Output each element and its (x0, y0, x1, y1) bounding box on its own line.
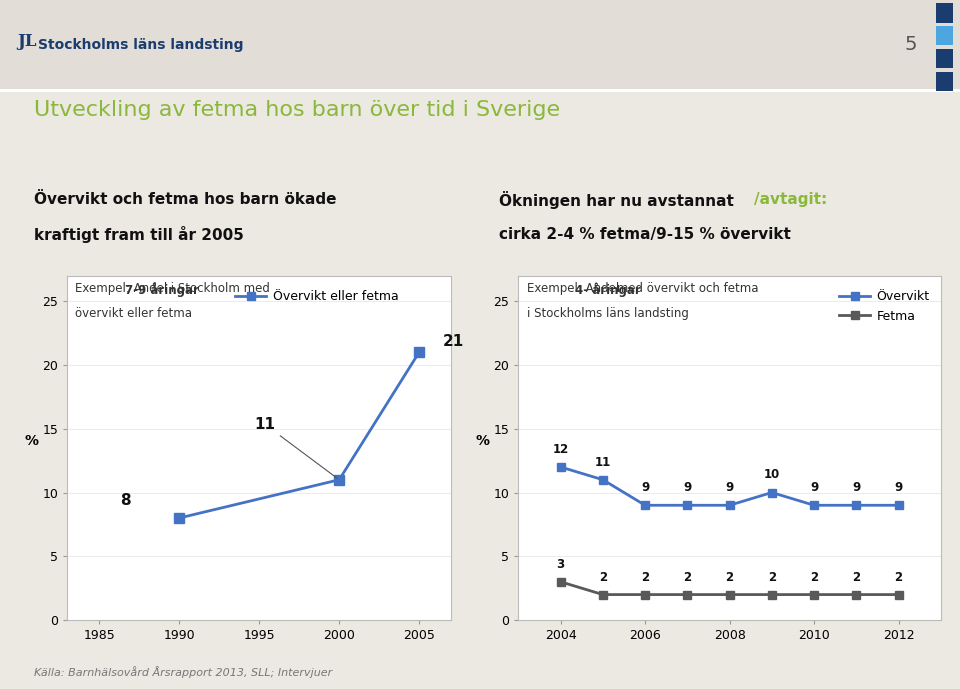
Text: 7-9 åringar: 7-9 åringar (125, 282, 199, 297)
Text: 9: 9 (726, 481, 733, 494)
Text: 9: 9 (852, 481, 860, 494)
Text: 10: 10 (764, 469, 780, 482)
Text: 9: 9 (810, 481, 818, 494)
Text: Stockholms läns landsting: Stockholms läns landsting (38, 38, 244, 52)
Bar (936, 49, 953, 68)
Text: 4- åringar: 4- åringar (575, 282, 641, 297)
Text: Exempel: Andel: Exempel: Andel (527, 282, 623, 296)
Text: i Stockholms läns landsting: i Stockholms läns landsting (527, 307, 688, 320)
Legend: Övervikt eller fetma: Övervikt eller fetma (230, 285, 403, 308)
Bar (936, 3, 953, 23)
Text: /avtagit:: /avtagit: (754, 192, 827, 207)
Text: Ökningen har nu avstannat: Ökningen har nu avstannat (499, 191, 739, 209)
Text: 2: 2 (641, 570, 649, 584)
Legend: Övervikt, Fetma: Övervikt, Fetma (834, 285, 934, 327)
Text: 2: 2 (895, 570, 902, 584)
Text: Övervikt och fetma hos barn ökade: Övervikt och fetma hos barn ökade (34, 192, 336, 207)
Text: 8: 8 (121, 493, 132, 508)
Text: 11: 11 (595, 455, 611, 469)
Text: cirka 2-4 % fetma/9-15 % övervikt: cirka 2-4 % fetma/9-15 % övervikt (499, 227, 791, 242)
Text: i Stockholm med: i Stockholm med (167, 282, 270, 296)
Text: Utveckling av fetma hos barn över tid i Sverige: Utveckling av fetma hos barn över tid i … (34, 100, 560, 121)
Text: 2: 2 (684, 570, 691, 584)
Text: Källa: Barnhälsovård Årsrapport 2013, SLL; Intervjuer: Källa: Barnhälsovård Årsrapport 2013, SL… (34, 666, 332, 678)
Text: 2: 2 (599, 570, 607, 584)
Text: 9: 9 (684, 481, 691, 494)
Text: 2: 2 (768, 570, 776, 584)
Bar (936, 72, 953, 91)
Text: 11: 11 (254, 417, 337, 478)
Y-axis label: %: % (475, 434, 490, 448)
Bar (936, 26, 953, 45)
Text: Exempel: Andel: Exempel: Andel (75, 282, 171, 296)
Text: JL: JL (17, 33, 36, 50)
Text: 21: 21 (444, 333, 465, 349)
Text: med övervikt och fetma: med övervikt och fetma (613, 282, 759, 296)
Text: 2: 2 (726, 570, 733, 584)
Text: 5: 5 (904, 35, 917, 54)
Text: 2: 2 (810, 570, 818, 584)
Bar (0, 0, 960, 90)
Text: 12: 12 (553, 443, 568, 456)
Text: 9: 9 (641, 481, 649, 494)
Text: kraftigt fram till år 2005: kraftigt fram till år 2005 (34, 226, 244, 243)
Text: övervikt eller fetma: övervikt eller fetma (75, 307, 192, 320)
Y-axis label: %: % (24, 434, 38, 448)
Text: 3: 3 (557, 558, 564, 570)
Text: 9: 9 (895, 481, 902, 494)
Text: 2: 2 (852, 570, 860, 584)
